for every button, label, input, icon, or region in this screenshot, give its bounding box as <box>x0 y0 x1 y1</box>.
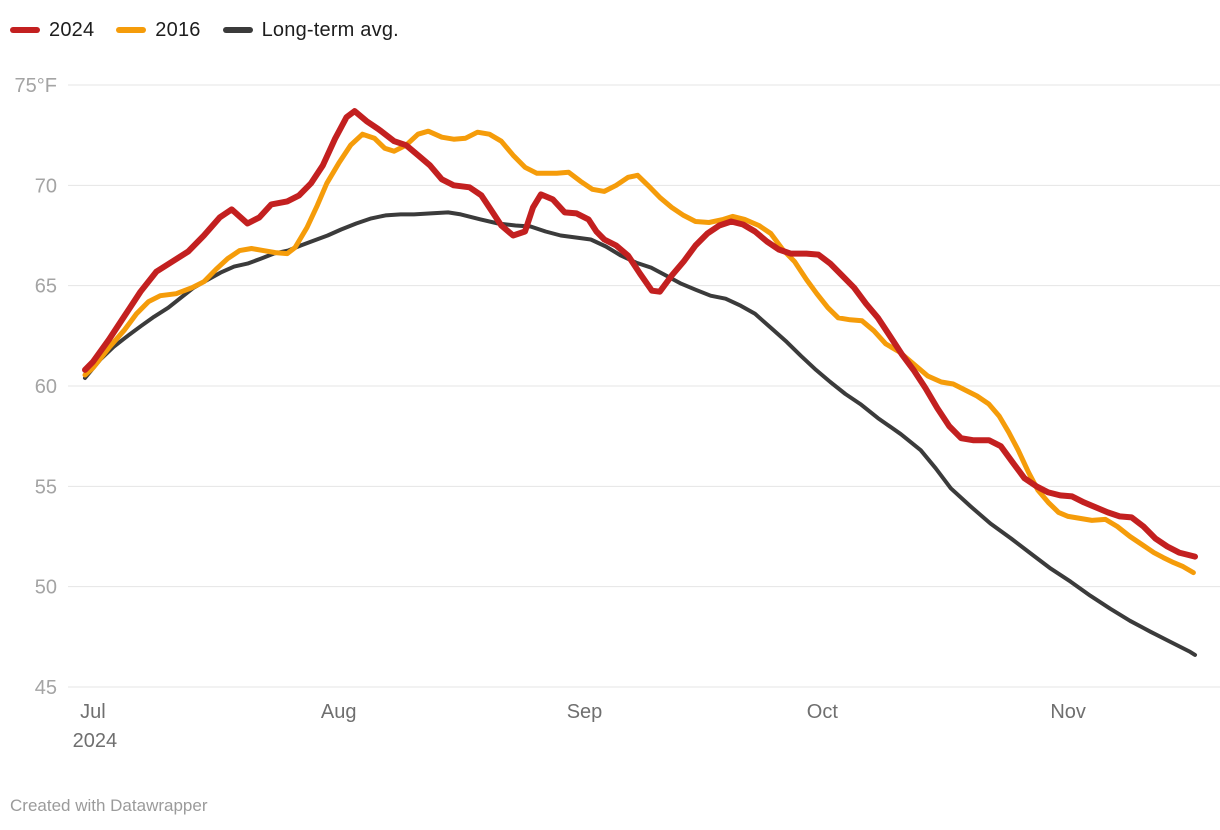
y-axis-tick-label: 45 <box>35 677 57 699</box>
legend-label-longterm-avg: Long-term avg. <box>261 19 399 41</box>
legend-item-2016: 2016 <box>116 18 200 42</box>
x-axis-tick-label-nov: Nov <box>1050 701 1086 723</box>
y-axis-tick-label: 50 <box>35 577 57 599</box>
chart-legend: 2024 2016 Long-term avg. <box>10 18 399 42</box>
legend-item-longterm-avg: Long-term avg. <box>222 18 399 42</box>
x-axis-tick-label-oct: Oct <box>807 701 839 723</box>
legend-swatch-2024-icon <box>10 27 40 33</box>
y-axis-tick-label: 70 <box>35 175 57 197</box>
x-axis-year-label: 2024 <box>73 730 118 752</box>
series-line-long-term-avg-[interactable] <box>83 210 1197 657</box>
x-axis-tick-label-sep: Sep <box>567 701 603 723</box>
line-chart-plot: 75°F 70 65 60 55 50 45 Jul 2024 Aug Sep Oct Nov <box>15 75 1220 752</box>
y-axis-tick-label: 75°F <box>15 75 57 97</box>
legend-item-2024: 2024 <box>10 18 94 42</box>
series-line-2016[interactable] <box>82 128 1196 576</box>
y-axis-tick-label: 55 <box>35 476 57 498</box>
y-axis-tick-label: 60 <box>35 376 57 398</box>
legend-label-2024: 2024 <box>49 19 95 41</box>
legend-swatch-longterm-avg-icon <box>222 27 253 33</box>
x-axis-tick-label-aug: Aug <box>321 701 357 723</box>
x-axis-tick-label-jul: Jul <box>80 701 106 723</box>
legend-label-2016: 2016 <box>155 19 201 41</box>
datawrapper-attribution: Created with Datawrapper <box>10 796 208 815</box>
y-axis-tick-label: 65 <box>35 276 57 298</box>
series-line-2024[interactable] <box>82 108 1198 560</box>
legend-swatch-2016-icon <box>116 27 147 33</box>
